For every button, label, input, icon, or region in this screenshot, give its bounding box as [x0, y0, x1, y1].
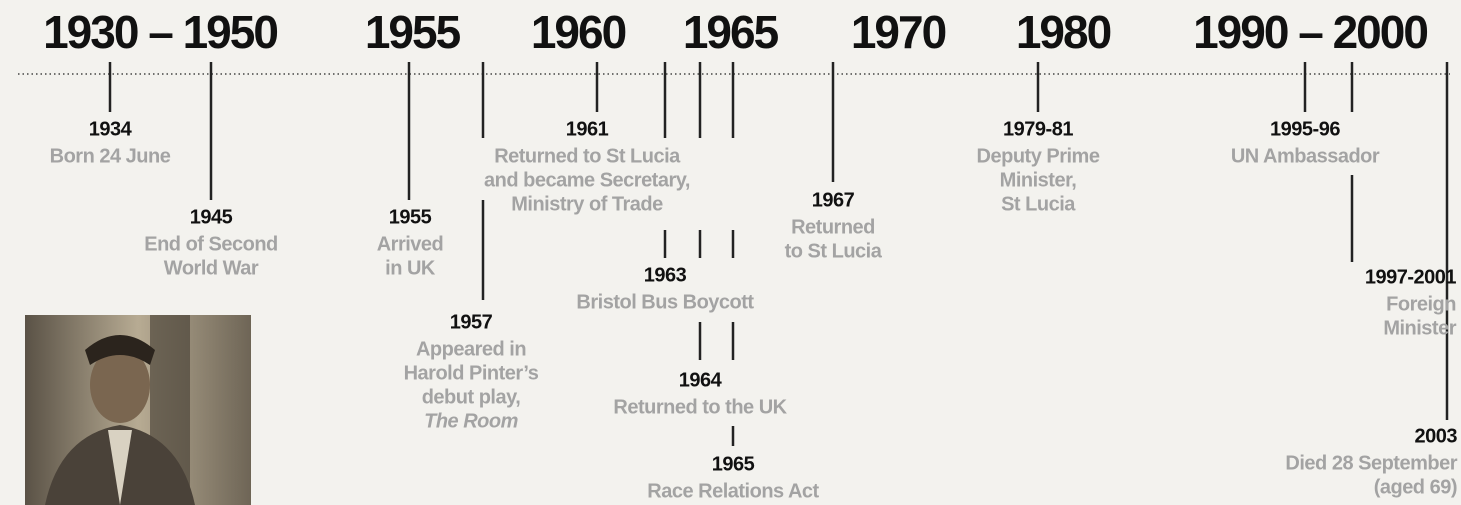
- event-text: End of Second: [144, 233, 278, 255]
- event-text: (aged 69): [1374, 476, 1457, 498]
- event-year: 1967: [812, 189, 855, 211]
- event-text: to St Lucia: [785, 240, 883, 262]
- event-text: Minister,: [1000, 169, 1077, 191]
- event-year: 2003: [1415, 425, 1458, 447]
- event-year: 1945: [190, 206, 233, 228]
- event-year: 1963: [644, 264, 687, 286]
- event-year: 1997-2001: [1365, 266, 1457, 288]
- event-text: Arrived: [377, 233, 444, 255]
- period-header: 1990 – 2000: [1193, 6, 1427, 58]
- period-header: 1965: [683, 6, 779, 58]
- event-text: Returned: [791, 216, 875, 238]
- event-text: Appeared in: [416, 338, 526, 360]
- event-year: 1957: [450, 311, 493, 333]
- event-text: Bristol Bus Boycott: [576, 291, 754, 313]
- event-text: in UK: [385, 257, 436, 279]
- event-text: Ministry of Trade: [511, 193, 663, 215]
- event-text: World War: [164, 257, 259, 279]
- event-year: 1965: [712, 453, 755, 475]
- event-year: 1995-96: [1270, 118, 1340, 140]
- event-text: and became Secretary,: [484, 169, 690, 191]
- event-year: 1934: [89, 118, 133, 140]
- period-header: 1960: [531, 6, 626, 58]
- event-text: UN Ambassador: [1231, 145, 1380, 167]
- portrait-photo: [25, 315, 251, 505]
- event-year: 1955: [389, 206, 432, 228]
- event-text: Died 28 September: [1285, 452, 1457, 474]
- event-year: 1964: [679, 369, 723, 391]
- event-text: Foreign: [1386, 293, 1456, 315]
- period-header: 1980: [1016, 6, 1111, 58]
- event-year: 1979-81: [1003, 118, 1073, 140]
- event-text: The Room: [424, 410, 518, 432]
- event-text: St Lucia: [1001, 193, 1076, 215]
- period-header: 1970: [851, 6, 946, 58]
- period-header: 1955: [365, 6, 461, 58]
- event-text: debut play,: [422, 386, 521, 408]
- timeline: 1930 – 1950 1955 1960 1965 1970 1980 1990 – 20…: [0, 0, 1461, 505]
- event-text: Race Relations Act: [647, 480, 819, 502]
- event-text: Deputy Prime: [977, 145, 1100, 167]
- event-text: Minister: [1383, 317, 1456, 339]
- event-text: Returned to St Lucia: [494, 145, 681, 167]
- period-header: 1930 – 1950: [43, 6, 277, 58]
- event-text: Harold Pinter’s: [404, 362, 539, 384]
- event-text: Returned to the UK: [613, 396, 787, 418]
- event-text: Born 24 June: [50, 145, 171, 167]
- event-year: 1961: [566, 118, 609, 140]
